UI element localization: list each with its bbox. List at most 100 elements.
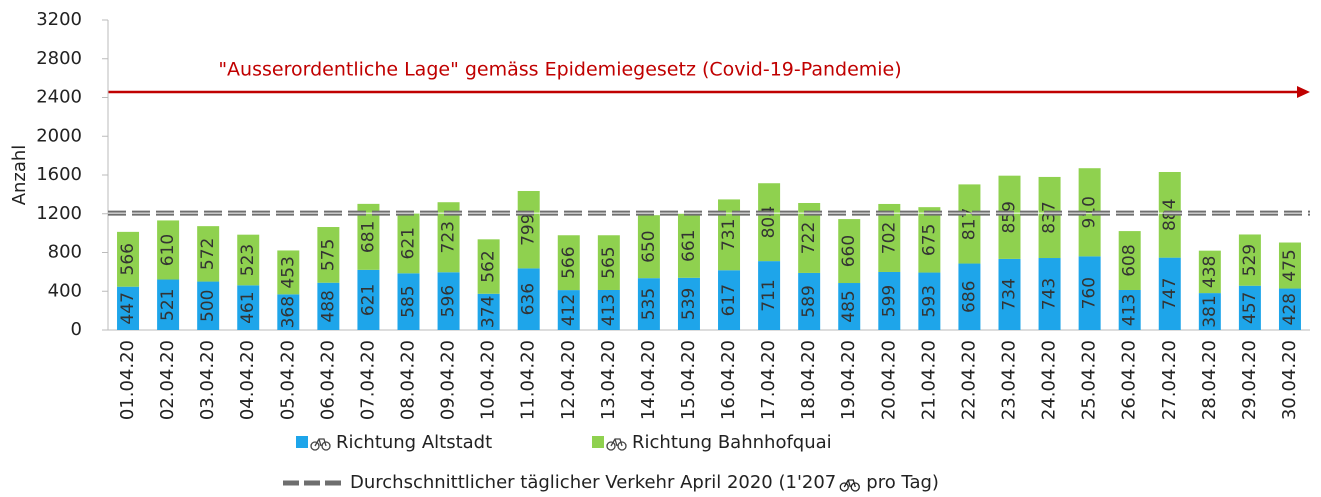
value-label: 485 <box>839 290 859 322</box>
value-label: 859 <box>1000 201 1020 233</box>
value-label: 521 <box>158 289 178 321</box>
value-label: 374 <box>479 296 499 328</box>
x-tick-label: 16.04.20 <box>718 340 739 420</box>
bar-segment <box>477 239 500 294</box>
bar-segment <box>357 203 380 270</box>
x-tick-label: 29.04.20 <box>1239 340 1260 420</box>
value-label: 734 <box>1000 278 1020 310</box>
value-label: 760 <box>1080 277 1100 309</box>
bar-segment <box>477 293 500 330</box>
value-label: 817 <box>959 208 979 240</box>
bar-segment <box>637 278 660 330</box>
legend-swatch <box>592 436 604 448</box>
bar-segment <box>758 183 781 262</box>
bar-segment <box>157 279 180 330</box>
value-label: 722 <box>799 222 819 254</box>
value-label: 488 <box>318 290 338 322</box>
x-tick-label: 09.04.20 <box>438 340 459 420</box>
bar-segment <box>157 220 180 280</box>
value-label: 535 <box>639 288 659 320</box>
y-tick-label: 3200 <box>36 9 82 30</box>
x-tick-label: 01.04.20 <box>117 340 138 420</box>
bar-segment <box>1198 250 1221 294</box>
x-tick-label: 17.04.20 <box>758 340 779 420</box>
value-label: 475 <box>1280 249 1300 281</box>
bar-segment <box>557 235 580 291</box>
bar-segment <box>357 269 380 330</box>
x-tick-label: 21.04.20 <box>918 340 939 420</box>
bar-segment <box>958 263 981 330</box>
bar-segment <box>117 231 140 287</box>
bar-segment <box>597 289 620 330</box>
bar-segment <box>277 294 300 330</box>
x-tick-label: 30.04.20 <box>1279 340 1300 420</box>
x-tick-label: 14.04.20 <box>638 340 659 420</box>
bar-segment <box>237 234 260 286</box>
bar-segment <box>197 281 220 330</box>
value-label: 589 <box>799 285 819 317</box>
bar-segment <box>517 190 540 269</box>
bar-segment <box>1278 242 1301 289</box>
bike-icon <box>843 479 856 488</box>
value-label: 747 <box>1160 278 1180 310</box>
bike-icon <box>839 482 849 492</box>
x-tick-label: 23.04.20 <box>999 340 1020 420</box>
value-label: 723 <box>439 221 459 253</box>
value-label: 599 <box>879 285 899 317</box>
bar-segment <box>798 272 821 330</box>
bar-segment <box>918 272 941 330</box>
value-label: 529 <box>1240 244 1260 276</box>
bar-segment <box>1198 293 1221 330</box>
bar-segment <box>1278 288 1301 330</box>
bar-segment <box>1158 257 1181 330</box>
value-label: 368 <box>278 296 298 328</box>
x-tick-label: 11.04.20 <box>518 340 539 420</box>
bar-segment <box>998 175 1021 259</box>
value-label: 743 <box>1040 278 1060 310</box>
value-label: 731 <box>719 219 739 251</box>
value-label: 453 <box>278 256 298 288</box>
bar-segment <box>1038 258 1061 330</box>
legend-label: Durchschnittlicher täglicher Verkehr Apr… <box>350 472 836 493</box>
bike-icon <box>321 441 331 451</box>
bar-segment <box>838 283 861 330</box>
value-label: 799 <box>519 213 539 245</box>
x-tick-label: 03.04.20 <box>197 340 218 420</box>
value-label: 539 <box>679 288 699 320</box>
bike-icon <box>606 441 616 451</box>
bar-segment <box>677 277 700 330</box>
value-label: 413 <box>1120 294 1140 326</box>
x-tick-label: 25.04.20 <box>1079 340 1100 420</box>
value-label: 621 <box>358 284 378 316</box>
x-tick-label: 05.04.20 <box>277 340 298 420</box>
y-tick-label: 400 <box>48 280 82 301</box>
bar-segment <box>958 184 981 264</box>
value-label: 572 <box>198 238 218 270</box>
value-label: 500 <box>198 290 218 322</box>
value-label: 438 <box>1200 256 1220 288</box>
value-label: 566 <box>118 243 138 275</box>
x-tick-label: 19.04.20 <box>838 340 859 420</box>
value-label: 910 <box>1080 196 1100 228</box>
value-label: 621 <box>399 227 419 259</box>
value-label: 523 <box>238 244 258 276</box>
legend-label: pro Tag) <box>866 472 939 493</box>
x-tick-label: 24.04.20 <box>1039 340 1060 420</box>
bar-segment <box>597 235 620 290</box>
value-label: 650 <box>639 230 659 262</box>
x-tick-label: 28.04.20 <box>1199 340 1220 420</box>
bar-segment <box>277 250 300 295</box>
legend-label: Richtung Bahnhofquai <box>632 432 832 453</box>
x-tick-label: 02.04.20 <box>157 340 178 420</box>
value-label: 660 <box>839 235 859 267</box>
bar-segment <box>637 215 660 279</box>
x-tick-label: 10.04.20 <box>478 340 499 420</box>
bar-segment <box>798 202 821 273</box>
x-tick-label: 18.04.20 <box>798 340 819 420</box>
legend-label: Richtung Altstadt <box>336 432 492 453</box>
bar-segment <box>197 226 220 282</box>
bar-segment <box>317 227 340 283</box>
value-label: 585 <box>399 285 419 317</box>
value-label: 461 <box>238 291 258 323</box>
